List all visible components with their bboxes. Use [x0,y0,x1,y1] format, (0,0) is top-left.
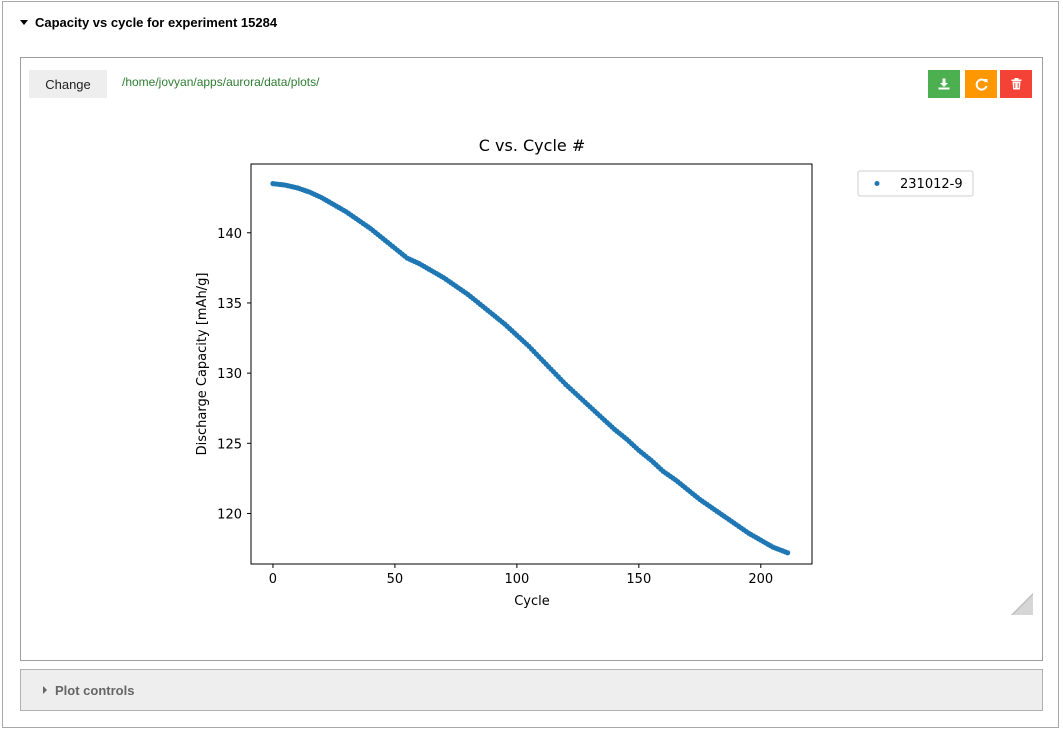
plot-path-text: /home/jovyan/apps/aurora/data/plots/ [122,75,320,89]
capacity-plot-accordion-header[interactable]: Capacity vs cycle for experiment 15284 [20,13,277,31]
data-point [785,550,791,556]
plot-area-frame [250,163,813,565]
chart-legend: 231012-9 [857,170,974,197]
y-tick-label: 130 [217,367,242,382]
y-tick-label: 125 [217,437,242,452]
plot-controls-label: Plot controls [55,682,135,698]
x-tick-label: 0 [269,572,277,587]
delete-button[interactable] [1000,70,1032,98]
refresh-button[interactable] [965,70,997,98]
capacity-chart: C vs. Cycle # 0 50 100 150 200 120 125 130 135 14… [195,136,974,609]
x-tick-label: 200 [748,572,773,587]
y-tick-label: 140 [217,227,242,242]
x-axis-label: Cycle [514,594,550,609]
x-tick-label: 100 [504,572,529,587]
y-tick-label: 135 [217,297,242,312]
legend-label: 231012-9 [900,177,963,192]
download-button[interactable] [928,70,960,98]
legend-marker [874,181,880,186]
caret-down-icon [20,19,28,25]
section-title: Capacity vs cycle for experiment 15284 [35,14,278,30]
trash-icon [1011,78,1021,90]
plot-container: Change /home/jovyan/apps/aurora/data/plo… [20,57,1043,661]
legend-box [857,170,974,197]
change-button[interactable]: Change [29,70,107,98]
resize-handle[interactable] [1011,593,1033,615]
caret-right-icon [43,686,47,694]
y-tick-label: 120 [217,507,242,522]
chart-title: C vs. Cycle # [479,136,585,155]
data-series-231012-9 [270,181,791,556]
plot-controls-toggle[interactable]: Plot controls [20,669,1043,711]
x-tick-label: 50 [387,572,404,587]
download-icon [938,78,950,90]
x-tick-label: 150 [626,572,651,587]
refresh-icon [975,78,987,90]
y-axis-label: Discharge Capacity [mAh/g] [195,273,210,456]
